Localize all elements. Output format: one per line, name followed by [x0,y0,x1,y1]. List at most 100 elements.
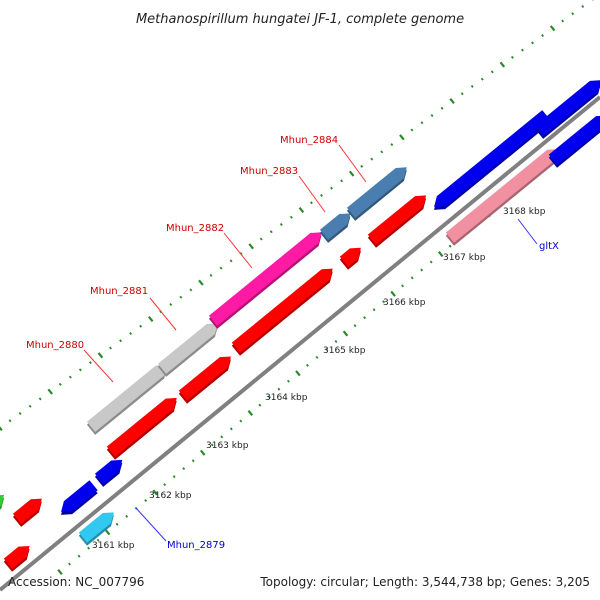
gene-mhun-2879-forward [61,480,98,512]
gene-mhun-2884-forward [346,167,407,218]
lower-scale-tick [420,268,424,272]
upper-scale-tick [68,375,72,379]
lower-scale-tick [125,514,129,518]
gene-label-mhun-2884: Mhun_2884 [280,135,338,146]
gene-upstream-reverse [548,115,600,165]
leader-mhun-2880 [83,349,114,383]
lower-scale-tick [57,568,63,576]
lower-scale-tick [295,370,301,377]
leader-mhun-2883 [298,175,326,213]
lower-scale-tick [353,324,357,328]
gene-label-mhun-2883: Mhun_2883 [240,166,298,177]
upper-scale-tick [8,419,12,423]
gene-mhun-2880-reverse [106,397,177,457]
upper-scale-tick [330,186,334,190]
upper-scale-tick [129,332,133,336]
lower-scale-tick [247,410,254,417]
gene-edge-green [0,494,5,507]
upper-scale-tick [189,288,193,292]
leader-mhun-2882 [223,232,253,269]
gene-label-mhun-2882: Mhun_2882 [166,223,224,234]
lower-scale-tick [372,308,376,312]
upper-scale-tick [380,150,384,154]
upper-scale-tick [370,157,374,161]
upper-scale-tick [78,368,82,372]
upper-scale-tick [449,97,455,104]
lower-scale-tick [115,522,119,526]
upper-scale-tick [470,84,474,88]
upper-scale-tick [348,170,355,177]
upper-scale-tick [561,19,565,23]
upper-scale-tick [581,4,585,8]
upper-scale-tick [420,121,424,125]
upper-scale-tick [390,143,394,147]
lower-scale-tick [104,529,111,536]
upper-scale-tick [480,77,484,81]
lower-scale-tick [68,562,71,566]
gene-label-gltx: gltX [539,241,559,252]
upper-scale-tick [460,92,464,96]
scale-label-3164: 3164 kbp [265,393,308,403]
upper-scale-tick [229,259,233,263]
gene-mhun-2879-reverse [78,512,114,543]
upper-scale-tick [97,352,104,359]
accession-text: Accession: NC_007796 [8,575,144,589]
lower-scale-tick [277,387,281,391]
lower-scale-tick [437,251,444,258]
lower-scale-tick [239,419,243,423]
upper-scale-tick [18,411,22,415]
upper-scale-tick [571,12,575,16]
upper-scale-tick [139,324,143,328]
upper-scale-tick [440,106,444,110]
lower-scale-tick [401,284,405,288]
upper-scale-tick [179,295,183,299]
leader-mhun-2881 [149,297,177,331]
gene-mhun-2883-reverse [339,247,361,267]
lower-scale-tick [96,538,100,542]
lower-scale-tick [382,300,386,304]
upper-scale-tick [490,70,494,74]
gene-label-mhun-2881: Mhun_2881 [90,286,148,297]
genome-summary-text: Topology: circular; Length: 3,544,738 bp… [259,575,590,589]
upper-scale-tick [248,243,254,250]
lower-scale-tick [163,483,167,487]
upper-scale-tick [28,404,32,408]
upper-scale-tick [340,179,344,183]
upper-scale-tick [198,279,204,286]
lower-scale-tick [87,546,91,550]
scale-label-3161: 3161 kbp [92,541,135,551]
gene-mhun-2881-reverse [178,356,231,401]
scale-label-3162: 3162 kbp [149,491,192,501]
leader-gltx [517,218,538,245]
lower-scale-tick [305,363,309,367]
lower-scale-tick [77,554,81,558]
gene-gltx-forward [434,110,551,207]
upper-scale-tick [531,41,534,45]
lower-scale-tick [144,498,148,502]
gene-label-mhun-2880: Mhun_2880 [26,340,84,351]
upper-scale-tick [0,424,3,432]
upper-scale-tick [147,315,154,323]
gene-label-leaders [83,144,367,383]
upper-scale-tick [269,230,273,234]
gene-mhun-2882-forward [208,232,322,326]
scale-labels: 3161 kbp 3162 kbp 3163 kbp 3164 kbp 3165… [92,207,546,551]
lower-scale-tick [182,467,186,471]
upper-scale-tick [209,273,213,277]
gene-label-mhun-2879: Mhun_2879 [167,540,225,551]
leader-mhun-2884 [338,144,367,183]
upper-scale-tick [58,382,62,386]
upper-scale-tick [169,302,173,306]
upper-scale-tick [510,55,514,59]
upper-scale-tick [88,361,92,365]
upper-scale-tick [289,215,293,219]
lower-scale-tick [172,475,176,479]
lower-scale-tick [229,427,233,431]
lower-scale-tick [191,459,195,463]
scale-label-3165: 3165 kbp [323,346,366,356]
lower-scale-tick [220,435,224,439]
gene-mhun-2883-forward [319,213,351,240]
